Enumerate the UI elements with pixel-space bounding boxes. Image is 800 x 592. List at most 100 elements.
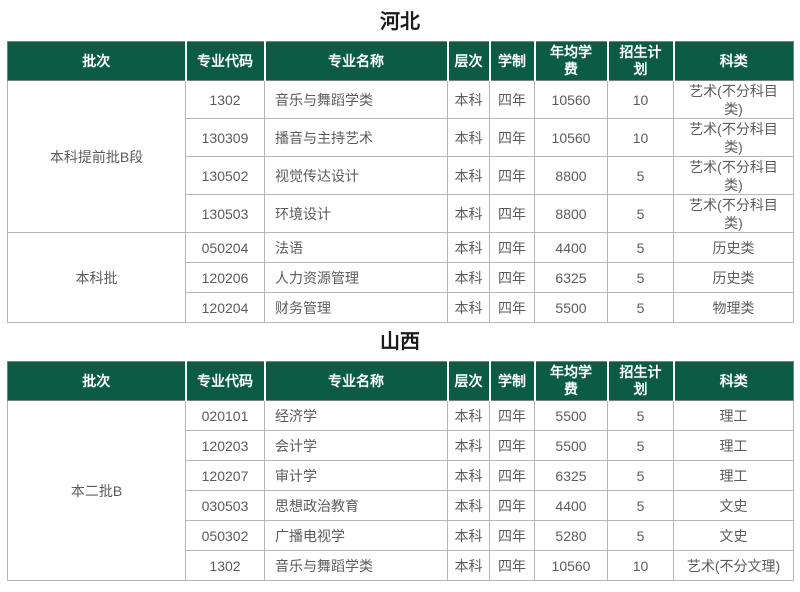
col-header-annual-fee: 年均学费 [533, 361, 609, 401]
cell-annual-fee: 5500 [534, 292, 608, 323]
cell-enroll-plan: 10 [607, 550, 674, 581]
cell-enroll-plan: 5 [607, 430, 674, 461]
cell-category: 理工 [673, 460, 794, 491]
cell-major-code: 130503 [185, 194, 265, 233]
cell-category: 历史类 [673, 262, 794, 293]
cell-level: 本科 [447, 118, 490, 157]
table-row: 050302 广播电视学 本科 四年 5280 5 文史 [8, 520, 794, 551]
cell-major-code: 020101 [185, 400, 265, 431]
cell-level: 本科 [447, 232, 490, 263]
col-header-duration: 学制 [488, 361, 536, 401]
cell-enroll-plan: 5 [607, 400, 674, 431]
cell-major-name: 广播电视学 [264, 520, 448, 551]
col-header-batch: 批次 [7, 41, 187, 81]
cell-duration: 四年 [489, 194, 535, 233]
cell-major-code: 120206 [185, 262, 265, 293]
cell-duration: 四年 [489, 460, 535, 491]
cell-category: 理工 [673, 430, 794, 461]
cell-category: 艺术(不分科目类) [673, 156, 794, 195]
cell-major-code: 1302 [185, 80, 265, 119]
cell-level: 本科 [447, 262, 490, 293]
col-header-level: 层次 [446, 41, 491, 81]
province-title-shanxi: 山西 [380, 331, 420, 353]
cell-level: 本科 [447, 430, 490, 461]
cell-major-name: 环境设计 [264, 194, 448, 233]
cell-level: 本科 [447, 80, 490, 119]
cell-major-code: 120207 [185, 460, 265, 491]
cell-annual-fee: 5500 [534, 430, 608, 461]
cell-category: 艺术(不分文理) [673, 550, 794, 581]
cell-level: 本科 [447, 550, 490, 581]
cell-major-code: 120203 [185, 430, 265, 461]
cell-batch: 本科批 [7, 232, 186, 323]
table-row: 130503 环境设计 本科 四年 8800 5 艺术(不分科目类) [8, 194, 794, 233]
cell-major-name: 音乐与舞蹈学类 [264, 80, 448, 119]
cell-major-name: 经济学 [264, 400, 448, 431]
cell-enroll-plan: 5 [607, 194, 674, 233]
cell-category: 理工 [673, 400, 794, 431]
cell-annual-fee: 8800 [534, 194, 608, 233]
cell-level: 本科 [447, 156, 490, 195]
table-row: 030503 思想政治教育 本科 四年 4400 5 文史 [8, 490, 794, 521]
table-row: 120203 会计学 本科 四年 5500 5 理工 [8, 430, 794, 461]
cell-batch: 本科提前批B段 [7, 80, 186, 233]
cell-major-name: 财务管理 [264, 292, 448, 323]
cell-duration: 四年 [489, 262, 535, 293]
cell-level: 本科 [447, 520, 490, 551]
cell-annual-fee: 10560 [534, 118, 608, 157]
cell-major-code: 130309 [185, 118, 265, 157]
cell-enroll-plan: 5 [607, 156, 674, 195]
col-header-enroll-plan: 招生计划 [606, 361, 675, 401]
cell-category: 物理类 [673, 292, 794, 323]
cell-category: 艺术(不分科目类) [673, 194, 794, 233]
cell-annual-fee: 5500 [534, 400, 608, 431]
cell-major-name: 人力资源管理 [264, 262, 448, 293]
col-header-enroll-plan-label: 招生计划 [619, 44, 662, 77]
cell-enroll-plan: 5 [607, 292, 674, 323]
table-row: 本科批 050204 法语 本科 四年 4400 5 历史类 [7, 232, 794, 323]
cell-duration: 四年 [489, 156, 535, 195]
cell-level: 本科 [447, 490, 490, 521]
cell-enroll-plan: 5 [607, 460, 674, 491]
cell-enroll-plan: 10 [607, 118, 674, 157]
table-row: 130309 播音与主持艺术 本科 四年 10560 10 艺术(不分科目类) [8, 118, 794, 157]
cell-level: 本科 [447, 400, 490, 431]
cell-duration: 四年 [489, 118, 535, 157]
cell-annual-fee: 4400 [534, 490, 608, 521]
col-header-category: 科类 [672, 361, 794, 401]
cell-category: 艺术(不分科目类) [673, 80, 794, 119]
cell-batch: 本二批B [7, 400, 186, 581]
cell-category: 艺术(不分科目类) [673, 118, 794, 157]
table-row: 1302 音乐与舞蹈学类 本科 四年 10560 10 艺术(不分文理) [8, 550, 794, 581]
col-header-annual-fee-label: 年均学费 [550, 364, 592, 397]
cell-duration: 四年 [489, 520, 535, 551]
cell-enroll-plan: 10 [607, 80, 674, 119]
header-row: 批次 专业代码 专业名称 层次 学制 年均学费 招生计划 科类 [7, 361, 794, 401]
cell-enroll-plan: 5 [607, 490, 674, 521]
cell-annual-fee: 5280 [534, 520, 608, 551]
cell-duration: 四年 [489, 550, 535, 581]
col-header-annual-fee-label: 年均学费 [550, 44, 592, 77]
cell-major-code: 130502 [185, 156, 265, 195]
cell-major-code: 1302 [185, 550, 265, 581]
cell-major-code: 050302 [185, 520, 265, 551]
col-header-batch: 批次 [7, 361, 187, 401]
cell-category: 文史 [673, 490, 794, 521]
cell-annual-fee: 6325 [534, 262, 608, 293]
cell-major-name: 音乐与舞蹈学类 [264, 550, 448, 581]
cell-duration: 四年 [489, 292, 535, 323]
cell-duration: 四年 [489, 430, 535, 461]
cell-major-code: 120204 [185, 292, 265, 323]
table-row: 120204 财务管理 本科 四年 5500 5 物理类 [8, 292, 794, 323]
cell-enroll-plan: 5 [607, 262, 674, 293]
cell-major-name: 会计学 [264, 430, 448, 461]
cell-annual-fee: 10560 [534, 550, 608, 581]
cell-level: 本科 [447, 292, 490, 323]
cell-major-name: 思想政治教育 [264, 490, 448, 521]
col-header-level: 层次 [446, 361, 491, 401]
col-header-major-code: 专业代码 [184, 41, 266, 81]
cell-major-code: 030503 [185, 490, 265, 521]
cell-annual-fee: 6325 [534, 460, 608, 491]
table-row: 120206 人力资源管理 本科 四年 6325 5 历史类 [8, 262, 794, 293]
